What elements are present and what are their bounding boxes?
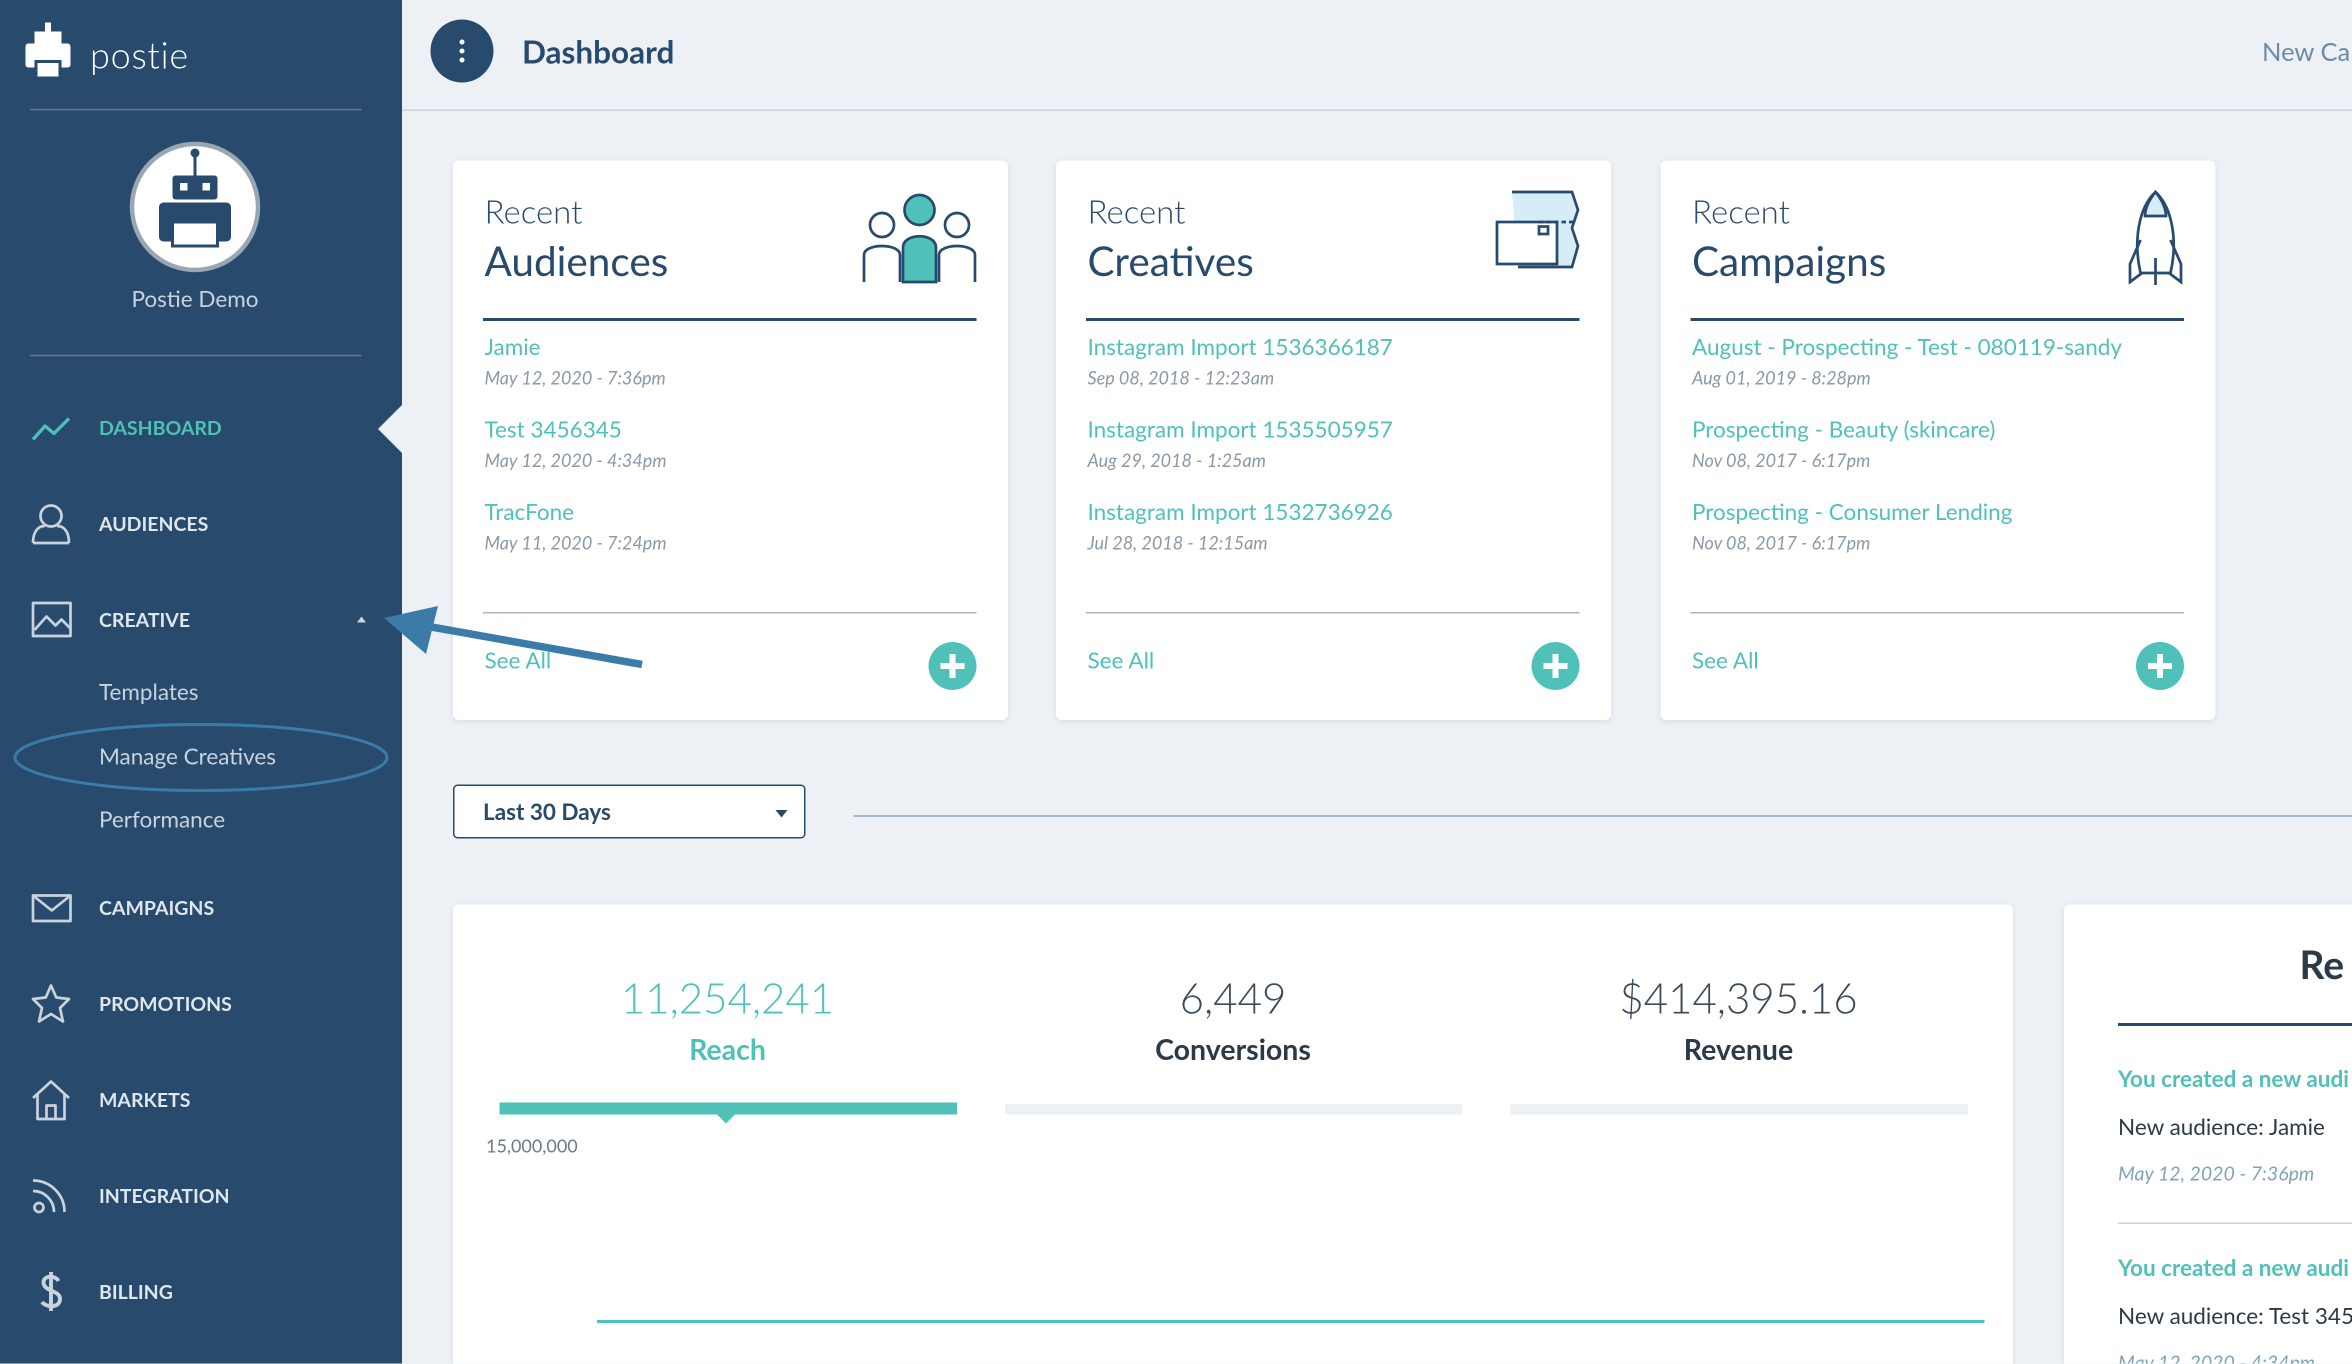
campaigns-icon bbox=[2128, 189, 2183, 285]
stat-label[interactable]: Reach bbox=[689, 1032, 766, 1068]
plus-v bbox=[1552, 654, 1559, 678]
date-filter[interactable]: Last 30 Days bbox=[453, 784, 806, 839]
stat-value: 6,449 bbox=[1179, 971, 1287, 1023]
brand-name: postie bbox=[90, 34, 189, 78]
activity-text: New audience: Test 345 bbox=[2118, 1303, 2352, 1331]
card-rule bbox=[483, 612, 977, 614]
stat-label[interactable]: Revenue bbox=[1683, 1032, 1794, 1068]
item-date: Aug 01, 2019 - 8:28pm bbox=[1692, 366, 1871, 390]
item-link[interactable]: Instagram Import 1532736926 bbox=[1087, 499, 1393, 527]
item-link[interactable]: Prospecting - Consumer Lending bbox=[1692, 499, 2013, 527]
activity-date: May 12, 2020 - 7:36pm bbox=[2118, 1160, 2315, 1185]
item-date: Aug 29, 2018 - 1:25am bbox=[1087, 449, 1266, 472]
nav-item[interactable]: INTEGRATION bbox=[99, 1183, 230, 1208]
activity-rule bbox=[2118, 1222, 2352, 1224]
axis-label: 15,000,000 bbox=[486, 1134, 578, 1158]
item-date: Nov 08, 2017 - 6:17pm bbox=[1692, 449, 1871, 472]
menu-button[interactable] bbox=[430, 19, 494, 83]
creatives-icon bbox=[1495, 190, 1580, 269]
nav-item[interactable]: MARKETS bbox=[99, 1087, 191, 1112]
activity-heading: You created a new audi bbox=[2118, 1255, 2349, 1283]
card-kicker: Recent bbox=[1087, 190, 1186, 231]
sub-nav-item[interactable]: Manage Creatives bbox=[99, 743, 277, 771]
user-name: Postie Demo bbox=[131, 286, 259, 314]
active-notch bbox=[378, 405, 402, 453]
item-link[interactable]: August - Prospecting - Test - 080119-san… bbox=[1692, 334, 2122, 362]
recent-card: Recent Campaigns August - Prospecting - Te… bbox=[1660, 160, 2216, 720]
item-link[interactable]: Instagram Import 1536366187 bbox=[1087, 334, 1393, 362]
nav-item[interactable]: CREATIVE bbox=[99, 607, 191, 632]
item-link[interactable]: Prospecting - Beauty (skincare) bbox=[1692, 416, 1996, 444]
see-all-link[interactable]: See All bbox=[484, 647, 552, 675]
item-link[interactable]: Jamie bbox=[484, 334, 541, 362]
card-rule bbox=[1086, 318, 1580, 321]
item-date: Nov 08, 2017 - 6:17pm bbox=[1692, 531, 1871, 555]
item-date: Jul 28, 2018 - 12:15am bbox=[1087, 531, 1268, 555]
trend-line bbox=[597, 1320, 1985, 1323]
filter-value: Last 30 Days bbox=[483, 799, 611, 827]
page-title: Dashboard bbox=[522, 33, 675, 72]
item-link[interactable]: Instagram Import 1535505957 bbox=[1087, 416, 1393, 444]
activity-panel: Re You created a new audi New audience: Ja… bbox=[2064, 904, 2352, 1364]
activity-title: Re bbox=[2299, 940, 2345, 989]
stat-label[interactable]: Conversions bbox=[1155, 1032, 1311, 1068]
annotation bbox=[13, 606, 643, 792]
stat-bar-pointer bbox=[717, 1114, 735, 1124]
card-kicker: Recent bbox=[1692, 190, 1790, 231]
activity-rule bbox=[2118, 1023, 2352, 1026]
card-rule bbox=[1690, 318, 2184, 321]
add-button[interactable] bbox=[1531, 642, 1580, 690]
item-date: May 12, 2020 - 7:36pm bbox=[484, 366, 666, 390]
card-rule bbox=[1690, 612, 2184, 614]
card-title: Creatives bbox=[1087, 235, 1254, 286]
sub-nav-item[interactable]: Performance bbox=[99, 806, 226, 834]
nav-item[interactable]: PROMOTIONS bbox=[99, 991, 232, 1016]
activity-text: New audience: Jamie bbox=[2118, 1114, 2325, 1142]
plus-v bbox=[949, 654, 956, 678]
see-all-link[interactable]: See All bbox=[1692, 647, 1759, 675]
item-link[interactable]: Test 3456345 bbox=[484, 416, 622, 444]
item-date: Sep 08, 2018 - 12:23am bbox=[1087, 366, 1275, 390]
item-date: May 12, 2020 - 4:34pm bbox=[484, 449, 667, 472]
add-button[interactable] bbox=[2136, 642, 2184, 690]
stat-bar bbox=[1510, 1104, 1968, 1115]
stat-value: 11,254,241 bbox=[620, 971, 835, 1023]
add-button[interactable] bbox=[928, 642, 977, 690]
nav-item[interactable]: CAMPAIGNS bbox=[99, 895, 215, 920]
card-rule bbox=[1086, 612, 1580, 614]
filter-caret bbox=[775, 810, 788, 818]
nav-item[interactable]: BILLING bbox=[99, 1279, 173, 1304]
new-campaign-link[interactable]: New Ca bbox=[2262, 35, 2351, 67]
card-title: Audiences bbox=[484, 235, 669, 286]
audiences-icon bbox=[862, 193, 977, 284]
collapse-caret bbox=[357, 616, 366, 623]
sub-nav-item[interactable]: Templates bbox=[99, 679, 199, 707]
logo-icon bbox=[25, 22, 71, 80]
stat-bar bbox=[499, 1102, 957, 1115]
plus-v bbox=[2157, 654, 2163, 678]
nav-item[interactable]: AUDIENCES bbox=[99, 511, 209, 536]
activity-date: May 12, 2020 - 4:34pm bbox=[2118, 1349, 2316, 1364]
item-date: May 11, 2020 - 7:24pm bbox=[484, 531, 667, 555]
card-title: Campaigns bbox=[1692, 235, 1887, 286]
nav-icons bbox=[31, 417, 72, 1311]
activity-heading: You created a new audi bbox=[2118, 1066, 2349, 1094]
card-rule bbox=[483, 318, 977, 321]
see-all-link[interactable]: See All bbox=[1087, 647, 1155, 675]
avatar bbox=[129, 141, 261, 273]
stat-bar bbox=[1005, 1104, 1463, 1115]
stat-value: $414,395.16 bbox=[1619, 971, 1858, 1023]
stats-panel: 11,254,241 Reach 6,449 Conversions $414,395.… bbox=[453, 904, 2013, 1364]
card-kicker: Recent bbox=[484, 190, 583, 231]
item-link[interactable]: TracFone bbox=[484, 499, 575, 527]
nav-item[interactable]: DASHBOARD bbox=[99, 415, 222, 440]
